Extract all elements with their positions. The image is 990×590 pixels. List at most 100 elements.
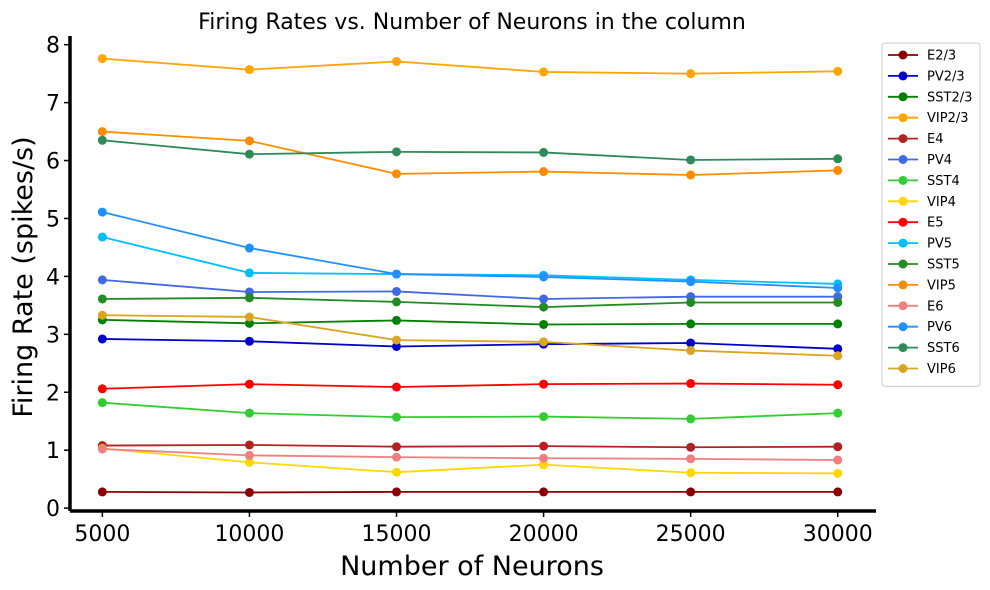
data-point-pv6	[539, 272, 549, 282]
legend-label-e4: E4	[927, 132, 944, 147]
data-point-pv2-3	[97, 334, 107, 344]
data-point-sst6	[539, 147, 549, 157]
legend: E2/3 PV2/3 SST2/3 VIP2/3 E4 PV4 SST4 VIP4 E5 PV5 S…	[881, 42, 981, 387]
data-point-e6	[833, 455, 843, 465]
legend-swatch-marker-pv4	[898, 155, 908, 164]
data-point-pv2-3	[392, 341, 402, 351]
legend-box	[881, 42, 981, 387]
data-point-vip6	[97, 310, 107, 320]
legend-swatch-marker-e2-3	[898, 50, 908, 60]
data-point-sst6	[686, 155, 696, 165]
legend-swatch-marker-e5	[898, 217, 908, 227]
legend-label-pv4: PV4	[927, 153, 952, 168]
plot-area: 5000 10000 15000 20000 25000 30000 0 1 2 3 4 5 6 7 8	[46, 34, 876, 547]
data-point-e6	[539, 453, 549, 463]
data-point-e5	[392, 382, 402, 392]
data-point-sst6	[97, 135, 107, 145]
data-point-sst4	[686, 414, 696, 424]
data-point-sst4	[392, 412, 402, 422]
legend-label-vip2-3: VIP2/3	[927, 111, 969, 126]
legend-swatch-marker-vip4	[898, 196, 908, 206]
data-point-e2-3	[686, 487, 696, 497]
data-point-vip2-3	[97, 54, 107, 64]
legend-label-pv5: PV5	[927, 237, 952, 252]
y-tick-label: 8	[46, 34, 60, 59]
data-point-vip4	[686, 468, 696, 478]
series-line-pv5	[102, 236, 838, 285]
data-point-e5	[244, 379, 254, 389]
y-tick-label: 3	[46, 323, 60, 348]
y-tick-label: 4	[46, 265, 60, 290]
data-point-vip4	[244, 457, 254, 467]
data-point-pv5	[244, 268, 254, 278]
data-point-sst5	[392, 297, 402, 307]
data-point-sst6	[244, 149, 254, 159]
data-point-e4	[244, 440, 254, 450]
series-line-e6	[102, 448, 838, 461]
data-point-vip6	[244, 312, 254, 322]
series-line-pv2-3	[102, 338, 838, 350]
data-point-pv6	[97, 207, 107, 217]
series-line-sst4	[102, 401, 838, 420]
series-line-sst5	[102, 296, 838, 308]
data-point-vip6	[686, 346, 696, 356]
x-tick-label: 10000	[214, 522, 284, 547]
y-tick-label: 7	[46, 92, 60, 117]
legend-label-sst6: SST6	[927, 341, 960, 356]
legend-swatch-marker-pv5	[898, 238, 908, 248]
data-point-vip2-3	[686, 69, 696, 79]
x-tick-label: 25000	[656, 522, 726, 547]
legend-swatch-marker-vip5	[898, 280, 908, 290]
data-point-vip6	[392, 335, 402, 345]
data-point-sst5	[686, 297, 696, 307]
series-line-pv6	[102, 211, 838, 289]
data-point-vip6	[539, 337, 549, 347]
data-point-e2-3	[539, 487, 549, 497]
data-point-sst5	[539, 302, 549, 312]
data-point-sst5	[97, 294, 107, 304]
data-point-vip2-3	[244, 65, 254, 75]
legend-swatch-marker-pv2-3	[898, 71, 908, 81]
data-point-e5	[833, 380, 843, 390]
data-point-vip2-3	[392, 56, 402, 66]
data-point-sst6	[833, 154, 843, 164]
data-point-pv6	[244, 243, 254, 253]
series-line-e2-3	[102, 490, 838, 494]
data-point-vip2-3	[539, 67, 549, 77]
series-line-sst2-3	[102, 318, 838, 326]
data-point-e2-3	[833, 487, 843, 497]
data-point-sst6	[392, 147, 402, 157]
data-point-pv6	[392, 269, 402, 279]
data-point-sst4	[539, 412, 549, 422]
data-point-vip5	[97, 127, 107, 137]
chart-title: Firing Rates vs. Number of Neurons in th…	[198, 10, 746, 35]
data-point-sst4	[244, 408, 254, 418]
data-point-pv2-3	[833, 344, 843, 354]
data-point-sst4	[97, 398, 107, 408]
legend-label-vip5: VIP5	[927, 278, 956, 293]
legend-swatch-marker-sst6	[898, 343, 908, 353]
data-point-e4	[686, 442, 696, 452]
data-point-sst2-3	[686, 319, 696, 329]
data-point-sst5	[833, 297, 843, 307]
data-point-e4	[392, 442, 402, 452]
data-point-e2-3	[97, 487, 107, 497]
data-point-sst2-3	[539, 319, 549, 329]
data-point-e6	[97, 444, 107, 454]
legend-label-vip4: VIP4	[927, 195, 956, 210]
legend-label-sst4: SST4	[927, 174, 960, 189]
legend-label-e2-3: E2/3	[927, 49, 956, 64]
data-point-sst2-3	[392, 315, 402, 325]
legend-label-sst2-3: SST2/3	[927, 90, 972, 105]
legend-swatch-marker-e6	[898, 301, 908, 311]
data-point-e6	[392, 452, 402, 462]
series-line-vip2-3	[102, 57, 838, 75]
data-point-e2-3	[392, 487, 402, 497]
y-tick-label: 1	[46, 439, 60, 464]
data-point-pv5	[97, 232, 107, 242]
data-point-vip4	[392, 467, 402, 477]
x-tick-label: 15000	[362, 522, 432, 547]
series-line-e5	[102, 382, 838, 390]
x-tick-label: 5000	[74, 522, 130, 547]
